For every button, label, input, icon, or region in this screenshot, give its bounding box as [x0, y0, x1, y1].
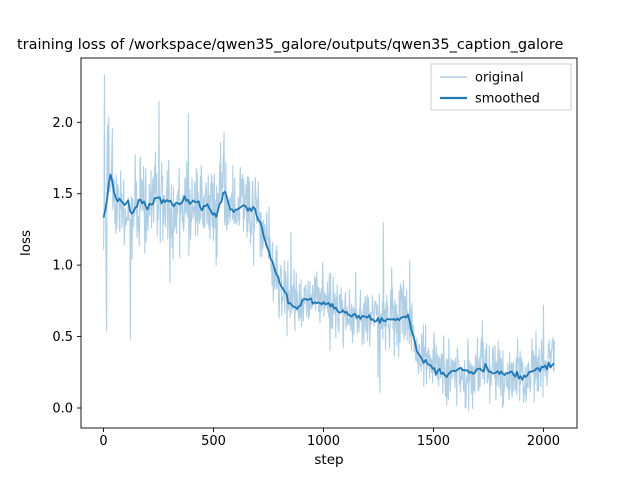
y-tick-label: 0.0	[52, 402, 73, 417]
legend-box	[430, 63, 572, 111]
y-tick-label: 2.0	[52, 116, 73, 131]
x-axis-label: step	[314, 452, 343, 468]
plot-area: 0 500 1000 1500 2000 0.0 0.5 1.0 1.5 2.0 original s…	[52, 57, 578, 449]
legend-label-smoothed: smoothed	[475, 92, 540, 107]
x-tick-label: 0	[99, 434, 107, 449]
x-tick-label: 500	[201, 434, 226, 449]
legend: original smoothed	[430, 63, 572, 111]
y-tick-label: 0.5	[52, 330, 73, 345]
y-tick-label: 1.5	[52, 187, 73, 202]
axes-border	[80, 57, 578, 429]
chart-title: training loss of /workspace/qwen35_galor…	[17, 37, 564, 53]
original-series-line	[103, 74, 555, 412]
y-tick-label: 1.0	[52, 259, 73, 274]
x-tick-label: 1500	[417, 434, 450, 449]
smoothed-series-line	[102, 173, 555, 381]
legend-label-original: original	[475, 71, 524, 86]
y-axis-label: loss	[18, 230, 34, 256]
x-tick-label: 2000	[527, 434, 560, 449]
x-tick-label: 1000	[307, 434, 340, 449]
